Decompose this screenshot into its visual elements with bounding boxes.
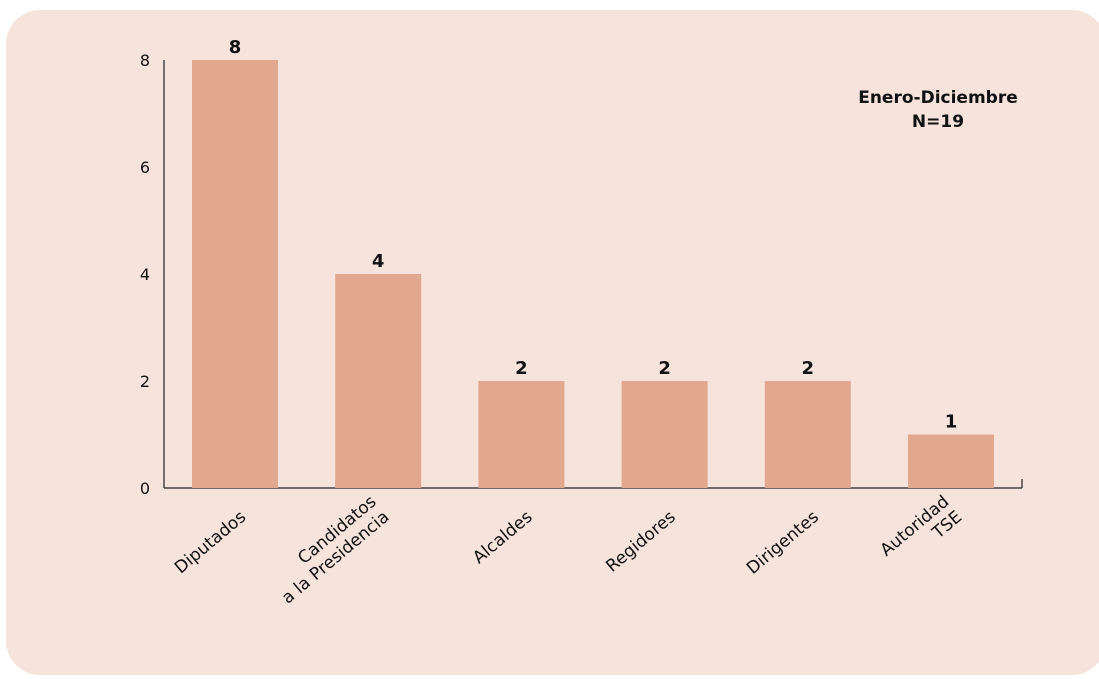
y-tick-label: 2 [140,372,150,391]
bar [908,434,994,488]
chart-panel [6,10,1099,675]
annotation-line: N=19 [912,112,964,132]
x-tick-label: Regidores [602,507,679,577]
bars [192,60,994,488]
x-tick-label-line: Alcaldes [469,507,536,568]
annotation-line: Enero-Diciembre [858,88,1018,108]
y-tick-label: 4 [140,265,150,284]
bar [764,381,851,488]
bar-value-label: 4 [372,251,385,272]
bar [621,381,708,488]
chart-annotation: Enero-Diciembre N=19 [858,88,1018,132]
bar-value-label: 2 [658,358,671,379]
bar [335,274,422,488]
y-tick-label: 8 [140,51,150,70]
x-tick-label: Dirigentes [743,507,823,579]
x-tick-label: Diputados [171,507,250,578]
y-tick-label: 6 [140,158,150,177]
bar [192,60,278,488]
value-labels: 8 4 2 2 2 1 [229,37,958,433]
x-tick-label-line: Regidores [602,507,679,577]
x-tick-label-line: Diputados [171,507,250,578]
axes: 0 2 4 6 8 [140,51,1023,498]
x-tick-label-line: Dirigentes [743,507,823,579]
bar-value-label: 2 [515,358,528,379]
bar-value-label: 1 [945,412,958,433]
bar [478,381,565,488]
bar-value-label: 2 [802,358,815,379]
y-tick-label: 0 [140,479,150,498]
x-tick-label: Alcaldes [469,507,536,568]
bar-value-label: 8 [229,37,242,58]
